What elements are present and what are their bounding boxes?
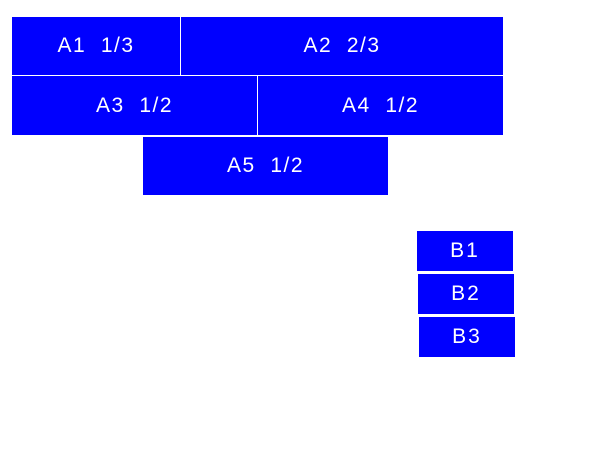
box-a5[interactable]: A5 1/2 (143, 137, 388, 195)
box-a1[interactable]: A1 1/3 (12, 17, 180, 75)
box-a2[interactable]: A2 2/3 (181, 17, 503, 75)
box-a3[interactable]: A3 1/2 (12, 76, 257, 135)
box-a4[interactable]: A4 1/2 (258, 76, 503, 135)
box-b1[interactable]: B1 (417, 231, 513, 271)
box-b3[interactable]: B3 (419, 317, 515, 357)
box-b2[interactable]: B2 (418, 274, 514, 314)
